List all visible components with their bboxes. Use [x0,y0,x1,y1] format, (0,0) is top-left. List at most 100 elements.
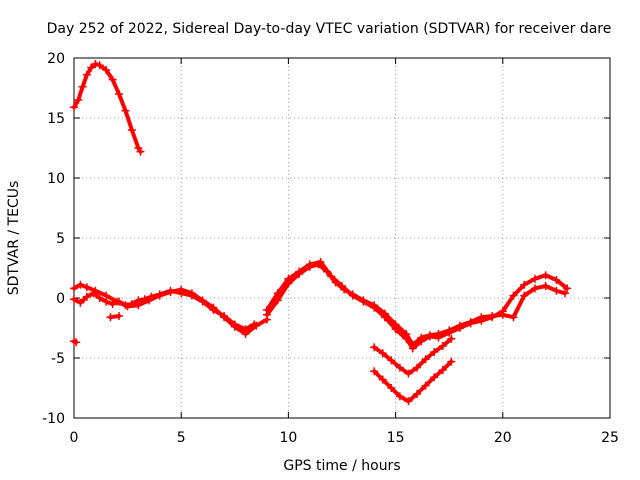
data-point [430,373,439,382]
data-series [70,60,572,406]
data-point [89,289,98,298]
data-point [488,313,497,322]
data-point [348,291,357,300]
x-tick-label: 25 [601,430,619,446]
x-tick-label: 10 [279,430,297,446]
data-point [106,313,115,322]
data-point [134,296,143,305]
data-point [70,295,78,304]
data-point [370,367,379,376]
data-point [91,60,100,68]
data-point [387,356,396,365]
data-point [563,284,572,293]
data-point [541,282,550,290]
data-point [421,355,430,364]
data-point [387,384,396,392]
data-point [477,316,486,325]
y-tick-label: -10 [42,411,65,427]
series-arc-4 [106,312,124,322]
data-point [136,147,145,156]
data-point [198,297,207,306]
data-point [445,328,454,337]
data-point [76,280,85,289]
data-point [447,334,456,343]
data-point [408,344,417,353]
data-point [78,82,87,91]
data-point [338,282,346,290]
x-axis-label: GPS time / hours [283,458,400,474]
data-point [520,291,529,300]
series-trace [372,359,454,404]
x-tick-label: 0 [70,430,79,446]
series-trace [265,260,570,351]
data-point [370,303,379,312]
y-tick-label: 20 [47,51,65,67]
data-point [327,272,336,281]
data-point [74,96,83,104]
data-point [76,298,85,307]
data-point [413,363,422,372]
data-point [380,313,389,322]
data-point [70,284,78,293]
data-point [121,301,130,310]
data-point [250,320,259,329]
data-point [115,90,124,98]
y-tick-label: 0 [56,291,65,307]
data-point [121,106,130,115]
data-point [402,334,411,343]
data-point [295,267,304,276]
chart-title: Day 252 of 2022, Sidereal Day-to-day VTE… [47,21,612,37]
data-point [82,70,91,79]
series-arc-9 [370,357,456,406]
data-point [115,297,124,306]
data-point [370,343,379,352]
data-point [413,390,422,398]
data-point [509,291,518,300]
data-point [466,319,475,328]
data-point [395,363,404,372]
data-point [552,276,561,284]
data-point [378,375,387,384]
y-tick-label: 10 [47,171,65,187]
data-point [70,103,78,112]
series-arc-8 [370,334,456,378]
y-tick-label: 15 [47,111,65,127]
data-point [155,290,164,299]
data-point [438,366,447,374]
data-point [166,286,175,295]
data-point [509,313,518,322]
x-tick-label: 20 [494,430,512,446]
data-point [560,289,569,298]
series-arc-7 [262,258,572,353]
data-point [541,271,550,280]
data-point [140,295,149,304]
data-point [72,338,81,347]
data-point [404,369,413,378]
data-point [241,325,250,334]
series-trace [265,262,567,347]
data-point [262,306,271,314]
axis-ticks: 0 5 10 15 20 25 -10 -5 0 5 10 15 20 [42,51,619,446]
grid [74,58,610,418]
data-point [220,312,229,320]
data-point [395,392,404,401]
data-point [447,357,456,366]
data-point [127,126,136,134]
series-trace [72,288,257,332]
data-point [417,337,426,346]
data-point [498,307,507,316]
data-point [108,75,117,84]
data-point [530,274,539,283]
y-tick-label: -5 [51,351,65,367]
data-point [305,260,314,269]
series-arc-3 [70,286,259,334]
data-point [391,325,400,334]
y-axis-label: SDTVAR / TECUs [6,181,22,296]
data-point [316,258,325,266]
data-point [425,332,434,341]
data-point [147,292,156,301]
data-point [87,63,96,72]
data-point [102,297,111,306]
data-point [455,324,464,332]
